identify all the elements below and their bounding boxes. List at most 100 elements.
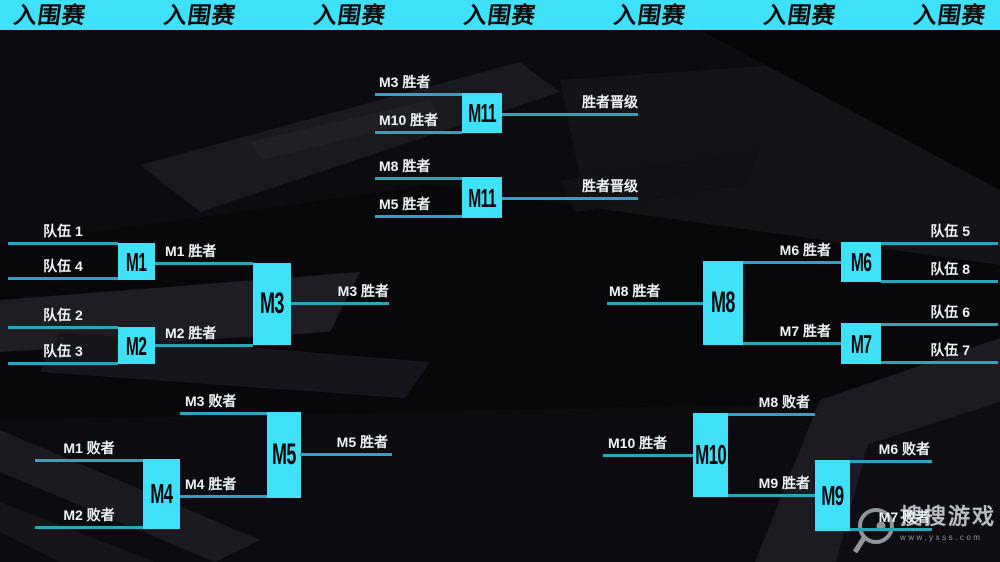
watermark: 搜搜游戏 www.yxss.com xyxy=(852,504,1000,556)
connector-line xyxy=(743,261,841,264)
match-box-label: M1 xyxy=(126,246,147,277)
header-title: 入围赛 xyxy=(12,2,88,28)
match-box-m11a: M11 xyxy=(462,93,502,133)
connector-line xyxy=(743,342,841,345)
connector-line xyxy=(881,361,998,364)
connector-line xyxy=(35,526,143,529)
match-box-m8: M8 xyxy=(703,261,743,345)
header-title: 入围赛 xyxy=(762,2,838,28)
match-box-m7: M7 xyxy=(841,323,881,364)
header-bar: 入围赛 入围赛 入围赛 入围赛 入围赛 入围赛 入围赛 xyxy=(0,0,1000,30)
connector-line xyxy=(8,277,118,280)
header-title: 入围赛 xyxy=(912,2,988,28)
connector-line xyxy=(180,412,267,415)
connector-label: 队伍 7 xyxy=(930,342,970,358)
connector-label: M8 败者 xyxy=(758,394,810,410)
connector-label: M3 胜者 xyxy=(379,74,431,90)
connector-label: M8 胜者 xyxy=(379,158,431,174)
connector-label: M3 败者 xyxy=(185,393,237,409)
connector-line xyxy=(375,93,462,96)
connector-t2: 队伍 2 xyxy=(8,307,118,329)
connector-m4w: M4 胜者 xyxy=(180,476,267,498)
connector-t6: 队伍 6 xyxy=(881,304,998,326)
connector-m3l: M3 败者 xyxy=(180,393,267,415)
match-box-label: M5 xyxy=(272,438,296,471)
connector-label: 队伍 5 xyxy=(930,223,970,239)
connector-line xyxy=(8,242,118,245)
connector-line xyxy=(8,362,118,365)
connector-line xyxy=(502,113,638,116)
header-title: 入围赛 xyxy=(162,2,238,28)
connector-t5: 队伍 5 xyxy=(881,223,998,245)
connector-label: M2 败者 xyxy=(63,507,115,523)
connector-m5w: M5 胜者 xyxy=(300,434,392,456)
connector-line xyxy=(375,215,462,218)
connector-label: 队伍 6 xyxy=(930,304,970,320)
connector-m2w: M2 胜者 xyxy=(155,325,253,347)
match-box-label: M6 xyxy=(850,247,872,277)
connector-f1o: 胜者晋级 xyxy=(502,94,638,116)
connector-m1w: M1 胜者 xyxy=(155,243,253,265)
connector-line xyxy=(881,323,998,326)
connector-m10w: M10 胜者 xyxy=(603,435,693,457)
connector-line xyxy=(155,262,253,265)
connector-t8: 队伍 8 xyxy=(881,261,998,283)
connector-label: M3 胜者 xyxy=(337,283,389,299)
connector-line xyxy=(291,302,389,305)
connector-line xyxy=(180,495,267,498)
watermark-title: 搜搜游戏 xyxy=(899,504,996,529)
connector-label: M6 败者 xyxy=(878,441,930,457)
connector-label: M5 胜者 xyxy=(379,196,431,212)
connector-m8l: M8 败者 xyxy=(728,394,815,416)
connector-t7: 队伍 7 xyxy=(881,342,998,364)
connector-line xyxy=(728,413,815,416)
match-box-label: M11 xyxy=(468,182,496,213)
match-box-label: M8 xyxy=(711,286,735,319)
connector-m8w: M8 胜者 xyxy=(607,283,703,305)
match-box-m1: M1 xyxy=(118,243,155,280)
match-box-label: M7 xyxy=(850,328,872,359)
connector-label: 胜者晋级 xyxy=(582,178,638,194)
connector-line xyxy=(375,131,462,134)
match-box-m5: M5 xyxy=(267,412,301,498)
connector-line xyxy=(502,197,638,200)
watermark-url: www.yxss.com xyxy=(899,533,983,542)
connector-label: 队伍 8 xyxy=(930,261,970,277)
connector-line xyxy=(881,242,998,245)
connector-label: M10 胜者 xyxy=(608,435,668,451)
connector-line xyxy=(881,280,998,283)
connector-label: M1 败者 xyxy=(63,440,115,456)
connector-t4: 队伍 4 xyxy=(8,258,118,280)
header-title: 入围赛 xyxy=(462,2,538,28)
match-box-label: M10 xyxy=(695,439,726,470)
connector-label: M2 胜者 xyxy=(165,325,217,341)
connector-line xyxy=(35,459,143,462)
connector-label: M7 胜者 xyxy=(779,323,831,339)
match-box-label: M4 xyxy=(150,478,173,509)
connector-m6w: M6 胜者 xyxy=(743,242,841,264)
match-box-m9: M9 xyxy=(815,460,850,531)
connector-label: M7 败者 xyxy=(878,509,930,525)
connector-m9w: M9 胜者 xyxy=(728,475,815,497)
connector-line xyxy=(850,528,932,531)
match-box-m11b: M11 xyxy=(462,177,502,218)
connector-label: 队伍 4 xyxy=(43,258,83,274)
header-title: 入围赛 xyxy=(312,2,388,28)
connector-label: M10 胜者 xyxy=(379,112,439,128)
connector-m3w: M3 胜者 xyxy=(291,283,389,305)
connector-line xyxy=(728,494,815,497)
connector-t3: 队伍 3 xyxy=(8,343,118,365)
connector-m6l: M6 败者 xyxy=(850,441,932,463)
connector-f2a: M8 胜者 xyxy=(375,158,462,180)
connector-line xyxy=(375,177,462,180)
connector-line xyxy=(300,453,392,456)
connector-label: 队伍 3 xyxy=(43,343,83,359)
connector-line xyxy=(8,326,118,329)
match-box-m6: M6 xyxy=(841,242,881,282)
connector-label: M1 胜者 xyxy=(165,243,217,259)
connector-m7l: M7 败者 xyxy=(850,509,932,531)
connector-label: M4 胜者 xyxy=(185,476,237,492)
connector-line xyxy=(603,454,693,457)
